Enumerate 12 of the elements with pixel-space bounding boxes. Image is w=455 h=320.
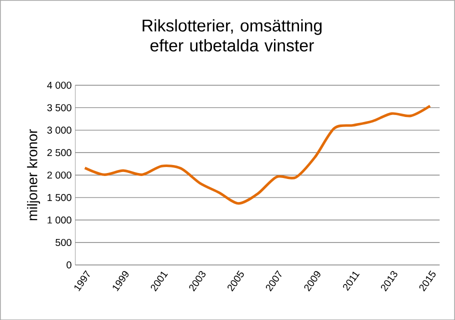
y-tick-label: 2 000 bbox=[47, 171, 72, 178]
y-tick-label: 2 500 bbox=[47, 149, 72, 156]
chart-title: Rikslotterier, omsättning efter utbetalda vinster bbox=[142, 19, 322, 52]
y-tick-label: 1 500 bbox=[48, 194, 72, 201]
y-tick-label: 0 bbox=[66, 261, 72, 268]
line-series bbox=[84, 104, 432, 205]
y-tick-label: 4 000 bbox=[47, 82, 72, 89]
y-tick-label: 3 500 bbox=[47, 104, 72, 112]
y-tick-label: 3 000 bbox=[47, 126, 72, 134]
y-axis-title: miljoner kronor bbox=[27, 129, 40, 220]
y-tick-label: 500 bbox=[56, 238, 72, 246]
y-tick-label: 1 000 bbox=[48, 216, 72, 224]
